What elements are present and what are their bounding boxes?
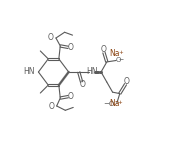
Text: Na: Na	[110, 50, 120, 58]
Text: O: O	[79, 80, 85, 89]
Text: O: O	[123, 77, 129, 86]
Text: O: O	[68, 43, 74, 52]
Text: −: −	[118, 56, 123, 61]
Text: O: O	[100, 46, 106, 54]
Text: HN: HN	[87, 67, 98, 76]
Text: +: +	[118, 50, 123, 55]
Text: Na: Na	[109, 99, 119, 108]
Text: −O: −O	[103, 101, 114, 107]
Text: O: O	[47, 33, 53, 42]
Text: O: O	[49, 102, 55, 111]
Text: HN: HN	[23, 68, 35, 76]
Text: +: +	[117, 100, 122, 105]
Text: O: O	[68, 92, 74, 101]
Text: O: O	[116, 57, 122, 63]
